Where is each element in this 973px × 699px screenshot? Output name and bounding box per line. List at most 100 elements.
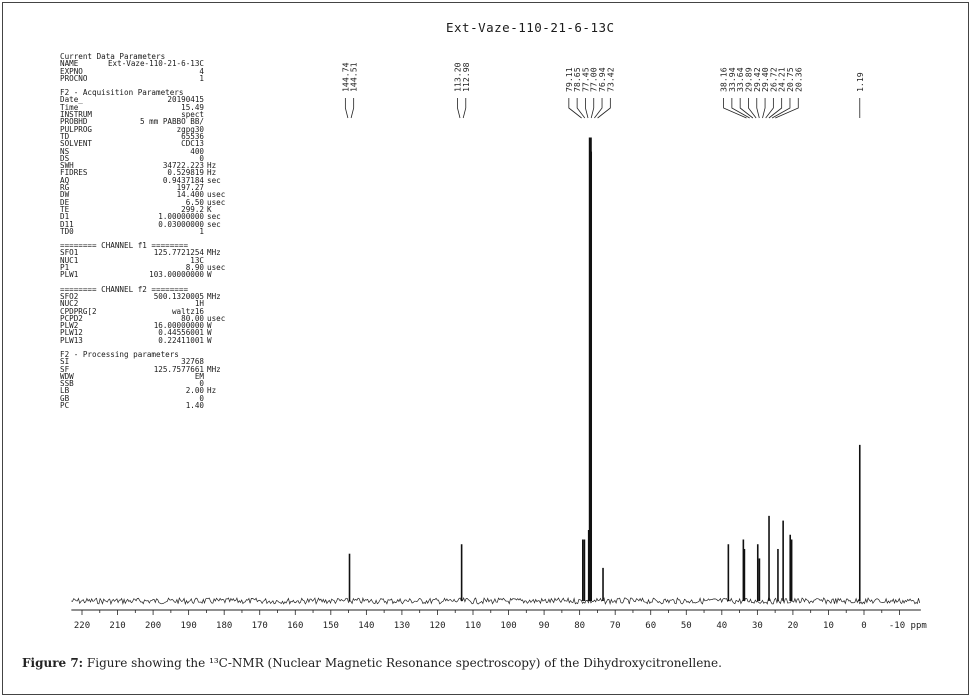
param-unit: sec [207,175,221,185]
peak-label-connector [739,98,754,119]
peak-label-connector [765,98,774,119]
param-row: PLW1 103.00000000 W [60,270,235,280]
param-key: SWH [60,161,74,171]
peak-label-connector [576,98,586,119]
parameter-block: Current Data Parameters NAME Ext-Vaze-110… [60,53,235,411]
param-value: 1.40 [185,401,204,411]
spectrum-baseline [71,596,921,606]
channel2-params: SFO2 500.1320005 MHz NUC2 1H CPDPRG[2 waltz16 P… [60,291,235,345]
param-key: LB [60,386,70,396]
peak-label-connector [457,98,461,119]
peak-label: 77.00 [589,67,599,92]
peak-label: 76.94 [597,67,607,92]
param-row: SF 125.7577661 MHz [60,364,235,374]
param-key: SOLVENT [60,139,93,149]
param-key: SSB [60,379,74,389]
param-row: D11 0.03000000 sec [60,219,235,229]
param-row: NS 400 [60,146,235,156]
param-key: D1 [60,212,70,222]
param-unit: K [207,204,212,214]
param-key: WDW [60,371,74,381]
param-key: PLW13 [60,335,83,345]
x-tick-label: 90 [539,621,550,631]
acquisition-heading: F2 - Acquisition Parameters [60,88,184,98]
param-unit: W [207,270,212,280]
param-row: NAME Ext-Vaze-110-21-6-13C [60,59,235,69]
param-value: Ext-Vaze-110-21-6-13C [107,59,204,69]
peak-label: 33.64 [735,67,745,92]
param-row: TE 299.2 K [60,204,235,214]
param-unit: W [207,335,212,345]
caption-text: Figure showing the ¹³C-NMR (Nuclear Magn… [83,656,722,670]
param-key: Date_ [60,95,83,105]
x-tick-label: 30 [752,621,763,631]
x-tick-label: 70 [610,621,621,631]
param-value: EM [194,371,204,381]
param-row: PCPD2 80.00 usec [60,313,235,323]
param-key: D11 [60,219,74,229]
param-value: 2.00 [185,386,204,396]
peak-label-connector [462,98,467,119]
param-key: TD [60,131,70,141]
x-tick-label: 80 [574,621,585,631]
param-value: 1H [194,299,204,309]
param-value: 125.7577661 [153,364,204,374]
peak-label: 77.45 [580,67,590,92]
param-row: TD 65536 [60,131,235,141]
param-row: PROBHD 5 mm PABBO BB/ [60,118,235,126]
x-tick-label: 200 [145,621,161,631]
param-key: AQ [60,175,70,185]
x-tick-label: 130 [394,621,410,631]
peak-label: 144.51 [349,62,359,92]
param-row: NUC1 13C [60,255,235,265]
param-row: INSTRUM spect [60,110,235,120]
param-row: LB 2.00 Hz [60,386,235,396]
peak-label-connector [762,98,766,119]
x-tick-label: 0 [861,621,866,631]
param-value: 197.27 [176,183,204,193]
param-value: 8.90 [185,263,204,273]
param-key: SI [60,357,70,367]
param-value: 400 [190,146,204,156]
x-tick-label: 110 [465,621,481,631]
param-unit: W [207,321,212,331]
param-value: 20190415 [167,95,204,105]
param-value: 15.49 [181,102,204,112]
param-row: GB 0 [60,394,235,402]
param-unit: sec [207,212,221,222]
param-key: PLW12 [60,328,83,338]
param-key: NUC2 [60,299,79,309]
param-row: RG 197.27 [60,183,235,193]
param-key: PLW2 [60,321,79,331]
param-key: NUC1 [60,255,79,265]
param-value: 16.00000000 [153,321,204,331]
param-row: DW 14.400 usec [60,190,235,200]
param-key: FIDRES [60,168,88,178]
param-value: 14.400 [176,190,204,200]
x-tick-label: 180 [216,621,232,631]
peak-label-connector [771,98,791,119]
spectrum-title: Ext-Vaze-110-21-6-13C [446,20,615,35]
param-row: SI 32768 [60,357,235,367]
param-value: 80.00 [181,313,204,323]
param-value: spect [181,110,204,120]
figure-caption: Figure 7: Figure showing the ¹³C-NMR (Nu… [22,656,722,670]
peak-label: 38.16 [719,67,729,92]
param-value: 4 [199,66,204,76]
param-row: SSB 0 [60,379,235,389]
param-unit: Hz [207,161,217,171]
peak-label: 1.19 [855,72,865,92]
param-value: 500.1320005 [153,291,204,301]
figure-label: Figure 7: [22,656,84,670]
param-unit: W [207,328,212,338]
param-unit: MHz [207,291,221,301]
param-key: PLW1 [60,270,79,280]
param-value: 0.529819 [167,168,204,178]
param-value: zgpg30 [176,124,204,134]
param-row: SFO1 125.7721254 MHz [60,249,235,257]
param-row: P1 8.90 usec [60,263,235,273]
param-key: RG [60,183,70,193]
param-value: 13C [190,255,204,265]
param-unit: Hz [207,168,217,178]
